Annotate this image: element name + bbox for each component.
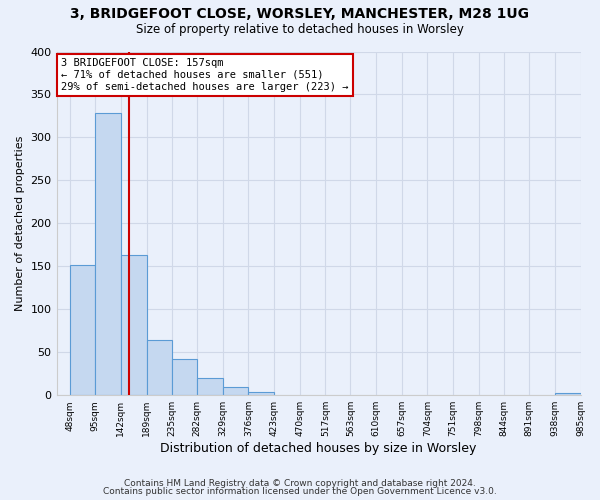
Bar xyxy=(70,266,95,395)
Bar xyxy=(248,392,274,395)
Text: 3 BRIDGEFOOT CLOSE: 157sqm
← 71% of detached houses are smaller (551)
29% of sem: 3 BRIDGEFOOT CLOSE: 157sqm ← 71% of deta… xyxy=(61,58,349,92)
Bar xyxy=(95,114,121,395)
X-axis label: Distribution of detached houses by size in Worsley: Distribution of detached houses by size … xyxy=(160,442,477,455)
Bar xyxy=(146,340,172,395)
Bar xyxy=(121,255,146,395)
Bar xyxy=(172,359,197,395)
Bar xyxy=(223,388,248,395)
Text: Contains public sector information licensed under the Open Government Licence v3: Contains public sector information licen… xyxy=(103,487,497,496)
Text: Size of property relative to detached houses in Worsley: Size of property relative to detached ho… xyxy=(136,22,464,36)
Y-axis label: Number of detached properties: Number of detached properties xyxy=(15,136,25,311)
Bar xyxy=(197,378,223,395)
Text: 3, BRIDGEFOOT CLOSE, WORSLEY, MANCHESTER, M28 1UG: 3, BRIDGEFOOT CLOSE, WORSLEY, MANCHESTER… xyxy=(71,8,530,22)
Text: Contains HM Land Registry data © Crown copyright and database right 2024.: Contains HM Land Registry data © Crown c… xyxy=(124,478,476,488)
Bar xyxy=(555,392,581,395)
